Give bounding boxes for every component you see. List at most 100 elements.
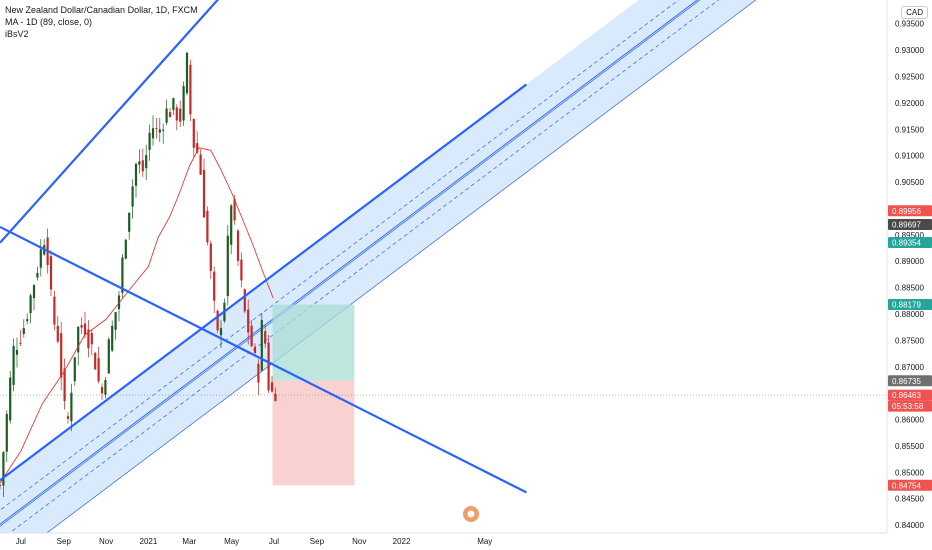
signal-badge-icon [467, 510, 475, 518]
candle [274, 393, 277, 402]
candle [94, 352, 97, 370]
candle [151, 128, 155, 139]
price-label: 05:53:58 [892, 402, 924, 411]
candle [233, 199, 236, 221]
x-tick-label: Sep [57, 537, 72, 546]
channel-line [0, 0, 680, 511]
candle [179, 108, 182, 122]
candle [216, 310, 219, 331]
candle [250, 325, 253, 347]
x-tick-label: 2021 [140, 537, 158, 546]
candle [138, 161, 141, 165]
candle [87, 329, 90, 349]
price-label: 0.86463 [892, 391, 921, 400]
candle [270, 382, 274, 392]
price-label: 0.84754 [892, 481, 921, 490]
price-label-bg [888, 389, 932, 401]
y-tick-label: 0.91000 [895, 152, 924, 161]
candle [165, 108, 168, 123]
candle [39, 249, 42, 268]
price-label: 0.86735 [892, 377, 921, 386]
candle [168, 112, 172, 118]
y-tick-label: 0.85000 [895, 468, 924, 477]
candle [22, 328, 25, 334]
candle [182, 86, 185, 121]
candle [192, 118, 195, 148]
candle [158, 129, 161, 133]
currency-badge[interactable]: CAD [901, 6, 928, 19]
candle [73, 357, 76, 382]
x-tick-label: Jul [16, 537, 26, 546]
chart-legend: New Zealand Dollar/Canadian Dollar, 1D, … [5, 4, 198, 40]
y-tick-label: 0.86000 [895, 416, 924, 425]
candle [226, 235, 229, 297]
candle [80, 325, 83, 328]
y-tick-label: 0.93000 [895, 46, 924, 55]
candle [131, 186, 134, 207]
y-tick-label: 0.89500 [895, 231, 924, 240]
trendline [0, 225, 527, 494]
y-tick-label: 0.89000 [895, 257, 924, 266]
x-tick-label: Mar [182, 537, 196, 546]
stop-zone [272, 380, 355, 486]
y-tick-label: 0.84500 [895, 495, 924, 504]
ma-indicator-label[interactable]: MA - 1D (89, close, 0) [5, 17, 93, 27]
price-label: 0.89697 [892, 220, 921, 229]
channel-fill [0, 0, 756, 533]
candle [9, 377, 12, 421]
candle [77, 326, 80, 353]
channel-line [0, 0, 701, 527]
ibsv2-indicator-label[interactable]: iBsV2 [5, 29, 29, 39]
trendline [0, 83, 528, 482]
candle [70, 392, 73, 422]
price-label-bg [888, 299, 932, 311]
symbol-title[interactable]: New Zealand Dollar/Canadian Dollar, 1D, … [5, 5, 198, 15]
candle [260, 320, 263, 371]
candle [2, 452, 5, 486]
candle [172, 98, 175, 110]
price-label-bg [888, 479, 932, 491]
candle [185, 52, 189, 94]
ma-line [0, 147, 274, 484]
candle [49, 256, 53, 290]
candle [114, 312, 117, 330]
y-tick-label: 0.93500 [895, 20, 924, 29]
candle [141, 160, 144, 172]
candle [12, 345, 15, 385]
candle [97, 358, 100, 382]
y-tick-label: 0.91500 [895, 125, 924, 134]
x-tick-label: Sep [310, 537, 325, 546]
y-tick-label: 0.88000 [895, 310, 924, 319]
candle [219, 328, 223, 336]
y-tick-label: 0.92000 [895, 99, 924, 108]
channel-line [0, 0, 698, 525]
candle [264, 331, 267, 344]
candle [90, 333, 93, 345]
plot-area [0, 0, 887, 533]
candle [162, 129, 165, 131]
channel-line [9, 0, 720, 533]
candle [111, 325, 114, 351]
candle [175, 107, 178, 121]
candle [236, 230, 240, 261]
candle [83, 323, 87, 335]
candle [29, 295, 32, 314]
y-tick-label: 0.90500 [895, 178, 924, 187]
y-tick-label: 0.87000 [895, 363, 924, 372]
price-label-bg [888, 237, 932, 249]
candle [247, 309, 250, 333]
candle [107, 339, 110, 374]
y-tick-label: 0.84000 [895, 521, 924, 530]
y-tick-label: 0.87500 [895, 336, 924, 345]
price-label: 0.88179 [892, 301, 921, 310]
price-label-bg [888, 400, 932, 412]
price-label: 0.89354 [892, 239, 921, 248]
candle [66, 416, 70, 419]
x-tick-label: Nov [352, 537, 366, 546]
candle [206, 210, 209, 243]
price-label-bg [888, 205, 932, 217]
target-zone [272, 304, 355, 381]
candle [124, 239, 127, 259]
candle [121, 257, 124, 293]
